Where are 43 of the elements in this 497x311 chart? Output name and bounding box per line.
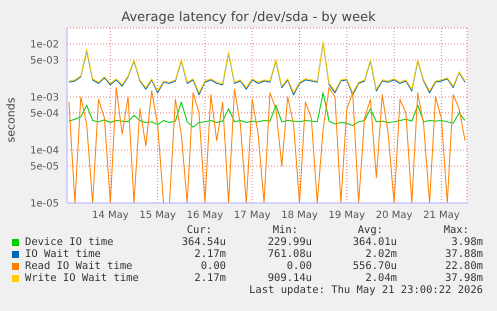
text: 909.14u bbox=[266, 272, 312, 284]
x-tick-label: 19 May bbox=[328, 210, 366, 222]
text: 2.17m bbox=[193, 248, 226, 260]
text: Avg: bbox=[356, 224, 383, 236]
legend-label: Device IO time bbox=[25, 236, 114, 248]
x-tick-label: 15 May bbox=[139, 210, 176, 222]
x-tick-label: 17 May bbox=[234, 210, 271, 222]
text: 364.54u bbox=[180, 236, 226, 248]
text: Min: bbox=[272, 224, 298, 236]
x-tick-label: 21 May bbox=[423, 210, 460, 222]
text: 3.98m bbox=[450, 236, 483, 248]
text: 2.02m bbox=[364, 248, 397, 260]
y-tick-label: 1e-02 bbox=[30, 40, 59, 51]
text: 2.17m bbox=[193, 272, 226, 284]
text: 229.99u bbox=[266, 236, 312, 248]
x-tick-label: 14 May bbox=[92, 210, 129, 222]
text: 0.00 bbox=[286, 260, 312, 272]
x-tick-label: 16 May bbox=[186, 210, 224, 222]
line-series bbox=[68, 92, 466, 128]
chart-title: Average latency for /dev/sda - by week bbox=[120, 10, 377, 25]
x-tick-label: 18 May bbox=[281, 210, 318, 222]
x-tick-label: 20 May bbox=[376, 210, 412, 222]
text: 364.01u bbox=[352, 236, 397, 248]
text: Max: bbox=[442, 224, 469, 236]
text: 556.70u bbox=[352, 260, 397, 272]
y-tick-label: 5e-05 bbox=[30, 161, 59, 172]
text: 37.98m bbox=[444, 272, 483, 284]
legend-label: IO Wait time bbox=[25, 248, 101, 260]
y-tick-label: 1e-03 bbox=[30, 92, 59, 104]
legend-label: Read IO Wait time bbox=[25, 260, 132, 272]
text: 761.08u bbox=[266, 248, 312, 260]
legend-label: Write IO Wait time bbox=[25, 272, 139, 284]
y-tick-label: 5e-04 bbox=[30, 108, 59, 120]
text: Cur: bbox=[186, 224, 212, 236]
text: Last update: Thu May 21 23:00:22 2026 bbox=[249, 284, 483, 296]
text: 0.00 bbox=[200, 260, 226, 272]
y-tick-label: 1e-04 bbox=[30, 146, 59, 157]
text: 22.80m bbox=[444, 260, 483, 272]
text: 2.04m bbox=[364, 272, 397, 284]
text: 37.88m bbox=[444, 248, 483, 260]
y-tick-label: 5e-03 bbox=[30, 55, 59, 66]
y-tick-label: 1e-05 bbox=[30, 198, 59, 210]
y-axis-title: seconds bbox=[4, 98, 18, 142]
